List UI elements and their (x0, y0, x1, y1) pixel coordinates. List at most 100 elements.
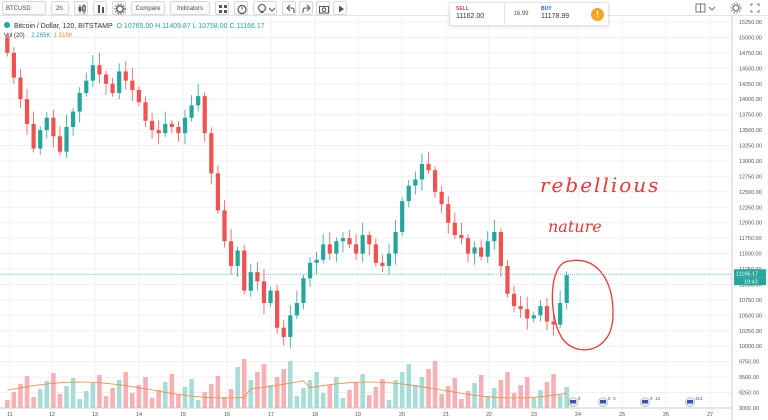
candle-body (373, 244, 378, 263)
candle-body (182, 117, 188, 134)
compare-button[interactable]: Compare (131, 1, 165, 15)
event-count-badge: 41 (695, 396, 701, 401)
y-tick-label: 10750.00 (739, 298, 762, 304)
y-tick-label: 10250.00 (739, 329, 762, 335)
candle-body (446, 204, 451, 223)
volume-bar (360, 374, 365, 408)
y-tick-label: 13750.00 (739, 113, 762, 119)
snapshot-button[interactable] (316, 1, 330, 15)
redo-button[interactable] (299, 1, 313, 15)
candle-body (202, 96, 207, 134)
settings-button[interactable] (112, 1, 126, 15)
candle-body (77, 93, 82, 112)
candle-body (334, 241, 339, 254)
volume-bar (64, 386, 69, 408)
legend-open: O 10765.00 (116, 23, 154, 30)
templates-button[interactable] (215, 1, 229, 15)
chart-settings-button[interactable] (729, 1, 743, 15)
ideas-button[interactable] (253, 1, 277, 15)
candle-body (209, 133, 214, 174)
publish-button[interactable] (333, 1, 347, 15)
bar-style-button[interactable] (74, 1, 88, 15)
y-tick-label: 9250.00 (739, 391, 759, 397)
candle-body (275, 290, 280, 328)
candle-body (70, 111, 76, 127)
volume-bar (531, 398, 537, 408)
candle-body (123, 71, 128, 81)
x-tick-label: 25 (619, 412, 625, 418)
volume-bar (248, 380, 254, 408)
x-tick-label: 20 (399, 412, 405, 418)
volume-bar (485, 396, 491, 408)
volume-bar (24, 376, 30, 408)
volume-bar (51, 373, 56, 408)
y-tick-label: 15000.00 (739, 35, 762, 41)
candle-body (465, 238, 471, 254)
x-tick-label: 12 (49, 412, 55, 418)
volume-bar (97, 375, 102, 408)
volume-bar (366, 395, 372, 408)
y-tick-label: 15250.00 (739, 20, 762, 26)
candle-body (498, 231, 504, 266)
volume-bar (287, 361, 293, 408)
interval-select[interactable]: 2h (51, 1, 69, 15)
annotation-circle (551, 259, 614, 351)
volume-bar (353, 382, 359, 408)
sell-button[interactable]: SELL 11162.00 (450, 3, 505, 25)
volume-bar (386, 400, 392, 408)
candle-body (406, 185, 411, 202)
x-tick-label: 19 (355, 412, 361, 418)
candle-body (51, 117, 56, 137)
candle-body (426, 164, 431, 171)
candle-body (84, 80, 89, 94)
volume-bar (202, 392, 208, 408)
top-toolbar: BTCUSD 2h Compare Indicators (0, 0, 768, 16)
volume-bar (11, 392, 17, 408)
candle-body (531, 315, 536, 319)
x-tick-label: 26 (663, 412, 669, 418)
event-count-badge: 8 (650, 396, 653, 401)
candle-body (228, 241, 234, 266)
compare-label: Compare (135, 6, 161, 12)
undo-button[interactable] (282, 1, 296, 15)
y-tick-label: 13250.00 (739, 144, 762, 150)
layout-select[interactable] (692, 1, 726, 15)
candlestick-icon (98, 5, 104, 13)
candle-body (31, 123, 36, 149)
candle-body (367, 235, 372, 245)
candle-body (380, 262, 385, 266)
x-tick-label: 27 (707, 412, 713, 418)
symbol-search[interactable]: BTCUSD (2, 1, 46, 15)
candle-body (281, 327, 286, 337)
y-tick-label: 13000.00 (739, 159, 762, 165)
chart-legend: Bitcoin / Dollar, 120, BITSTAMP O 10765.… (4, 22, 265, 30)
volume-legend: Vol (20) 2.265K 1.515K (4, 33, 73, 39)
volume-bar (340, 398, 346, 408)
y-tick-label: 11750.00 (739, 236, 762, 242)
fullscreen-toggle[interactable] (748, 1, 762, 15)
last-price-tag (734, 269, 766, 278)
candle-body (11, 52, 16, 78)
volume-bar (281, 369, 287, 408)
fullscreen-button[interactable] (93, 1, 107, 15)
candle-body (393, 231, 398, 254)
candle-body (321, 244, 326, 260)
volume-bar (18, 384, 23, 408)
gear-icon (730, 2, 742, 14)
indicators-button[interactable]: Indicators (170, 1, 210, 15)
volume-bar (162, 382, 168, 408)
volume-bar (505, 372, 510, 408)
volume-bar (136, 385, 142, 408)
legend-high: H 11409.87 (155, 23, 191, 30)
candle-body (288, 315, 293, 337)
volume-bar (301, 388, 306, 408)
buy-button[interactable]: BUY 11178.99 (537, 3, 582, 25)
price-chart[interactable]: 15250.00 15000.00 14750.00 14500.00 14250.00… (0, 16, 768, 420)
volume-bar (209, 384, 214, 408)
lightbulb-icon (257, 3, 276, 13)
info-icon[interactable]: ! (591, 8, 604, 21)
volume-bar (498, 380, 504, 408)
alert-button[interactable] (234, 1, 248, 15)
volume-bar (189, 379, 194, 408)
volume-bar (465, 391, 471, 408)
